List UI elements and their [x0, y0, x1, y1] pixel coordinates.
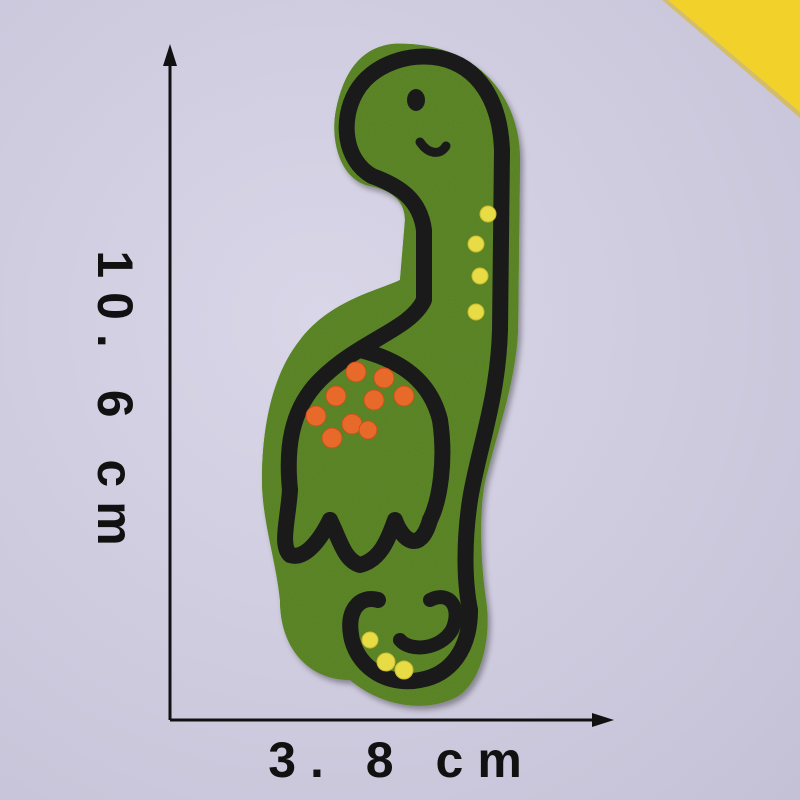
- orange-spot: [363, 389, 385, 411]
- mouth-outline: [415, 137, 451, 157]
- yellow-spot: [467, 303, 485, 321]
- hind-leg-outline: [322, 512, 438, 573]
- back-outline: [457, 322, 508, 618]
- eye: [407, 89, 425, 111]
- orange-spot: [345, 361, 367, 383]
- yellow-spot: [467, 235, 485, 253]
- vertical-dimension-arrow: [163, 44, 177, 720]
- orange-spot: [358, 420, 378, 440]
- head-outline: [338, 48, 510, 338]
- front-leg-outline: [277, 482, 338, 564]
- width-measurement-label: 3. 8 cm: [268, 732, 536, 788]
- orange-spot: [305, 405, 327, 427]
- orange-spot: [373, 367, 395, 389]
- chest-outline: [352, 342, 451, 528]
- tail-outline: [342, 591, 478, 690]
- neck-inner-outline: [280, 168, 432, 498]
- tail-curl-outline: [393, 590, 463, 655]
- yellow-spot: [376, 652, 396, 672]
- yellow-spot: [394, 660, 414, 680]
- yellow-spot: [361, 631, 379, 649]
- orange-spot: [325, 385, 347, 407]
- orange-spot: [321, 427, 343, 449]
- yellow-spot: [471, 267, 489, 285]
- orange-spot: [393, 385, 415, 407]
- yellow-spot: [479, 205, 497, 223]
- horizontal-dimension-arrow: [170, 713, 614, 727]
